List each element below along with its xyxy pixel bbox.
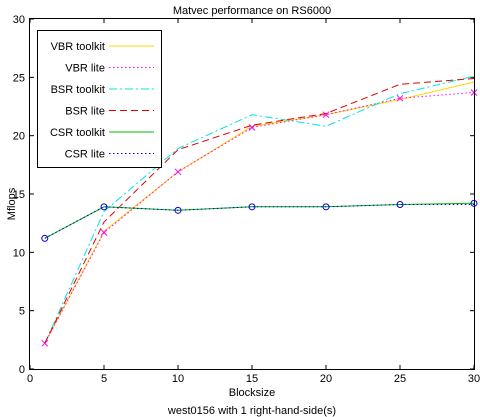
x-tick-label: 15 bbox=[246, 373, 258, 385]
y-tick-label: 15 bbox=[13, 189, 25, 201]
x-tick-label: 5 bbox=[101, 373, 107, 385]
y-tick-label: 25 bbox=[13, 72, 25, 84]
legend-label-vbr-lite: VBR lite bbox=[65, 63, 105, 75]
series-line-bsr-toolkit bbox=[44, 75, 475, 344]
data-point-csr-toolkit bbox=[100, 203, 108, 211]
x-axis-label: Blocksize bbox=[229, 387, 275, 399]
x-tick-label: 25 bbox=[394, 373, 406, 385]
series-line-vbr-toolkit bbox=[44, 81, 475, 344]
plot-frame bbox=[29, 18, 475, 370]
y-axis-label: Mflops bbox=[6, 187, 18, 220]
legend: VBR toolkit VBR lite BSR toolkit BSR lite CS… bbox=[37, 30, 162, 168]
legend-label-csr-lite: CSR lite bbox=[65, 149, 105, 161]
legend-label-vbr-toolkit: VBR toolkit bbox=[51, 41, 105, 53]
series-layer bbox=[41, 75, 478, 347]
x-tick-label: 30 bbox=[468, 373, 480, 385]
data-point-csr-toolkit bbox=[41, 234, 49, 242]
data-point-vbr-lite bbox=[100, 229, 108, 236]
data-point-vbr-lite bbox=[174, 168, 182, 176]
x-tick-label: 10 bbox=[172, 373, 184, 385]
series-line-csr-toolkit bbox=[44, 202, 475, 239]
series-line-bsr-lite bbox=[44, 78, 475, 344]
y-tick-label: 30 bbox=[13, 14, 25, 26]
legend-label-csr-toolkit: CSR toolkit bbox=[50, 127, 105, 139]
data-point-vbr-lite bbox=[396, 94, 404, 102]
data-point-vbr-lite bbox=[41, 339, 49, 347]
x-tick-label: 20 bbox=[320, 373, 332, 385]
legend-box bbox=[37, 30, 162, 168]
x-tick-label: 0 bbox=[27, 373, 33, 385]
legend-label-bsr-toolkit: BSR toolkit bbox=[51, 84, 105, 96]
chart-title: Matvec performance on RS6000 bbox=[173, 5, 331, 17]
chart-caption: west0156 with 1 right-hand-side(s) bbox=[167, 405, 336, 417]
y-tick-label: 5 bbox=[19, 306, 25, 318]
legend-label-bsr-lite: BSR lite bbox=[65, 106, 105, 118]
y-tick-label: 0 bbox=[19, 364, 25, 376]
y-tick-label: 20 bbox=[13, 131, 25, 143]
series-line-csr-lite bbox=[44, 204, 474, 239]
data-point-vbr-lite bbox=[322, 111, 330, 119]
y-tick-label: 10 bbox=[13, 247, 25, 259]
